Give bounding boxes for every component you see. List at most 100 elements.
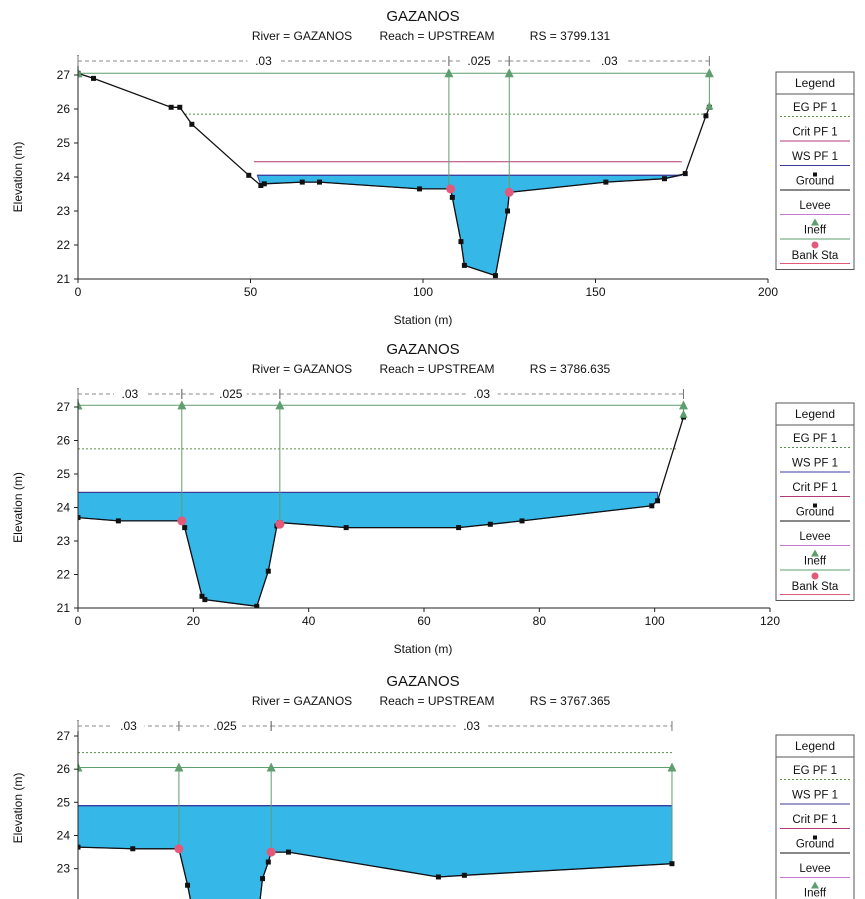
legend-label-eg: EG PF 1 — [793, 102, 837, 114]
legend-label-levee: Levee — [799, 531, 830, 543]
water-surface-fill — [78, 805, 673, 899]
ground-point — [449, 194, 455, 200]
legend-bank-marker — [811, 572, 819, 580]
ground-point — [261, 181, 267, 187]
bank-station-marker — [504, 187, 514, 197]
x-tick-label: 0 — [75, 614, 82, 628]
ground-point — [189, 121, 195, 127]
legend-label-ground: Ground — [796, 176, 834, 188]
ineff-marker — [275, 400, 285, 410]
x-tick-label: 150 — [585, 285, 605, 299]
y-tick-label: 24 — [57, 170, 71, 184]
levee-marker — [705, 101, 714, 110]
bank-station-marker — [177, 516, 187, 526]
y-tick-label: 27 — [57, 400, 71, 414]
ground-point — [655, 498, 661, 504]
legend-ground-marker — [813, 835, 817, 840]
legend-title: Legend — [795, 76, 835, 90]
y-axis-label: Elevation (m) — [11, 142, 25, 213]
ground-point — [682, 171, 688, 177]
subtitle-reach: Reach = UPSTREAM — [379, 362, 494, 376]
plot-area — [78, 68, 714, 279]
mannings-label: .025 — [467, 54, 491, 68]
y-axis-label: Elevation (m) — [11, 773, 25, 844]
y-tick-label: 25 — [57, 467, 71, 481]
levee-marker — [679, 409, 688, 418]
ineff-marker — [177, 400, 187, 410]
legend-label-eg: EG PF 1 — [793, 765, 837, 777]
plot-area — [78, 400, 688, 608]
y-tick-label: 22 — [57, 238, 71, 252]
y-tick-label: 26 — [57, 102, 71, 116]
x-tick-label: 0 — [75, 285, 82, 299]
mannings-label: .03 — [122, 387, 139, 401]
legend-label-ws: WS PF 1 — [792, 458, 838, 470]
subtitle-reach: Reach = UPSTREAM — [379, 29, 494, 43]
legend-title: Legend — [795, 407, 835, 421]
ground-point — [417, 186, 423, 192]
ground-point — [435, 874, 441, 880]
ground-point — [115, 518, 121, 524]
ineff-marker — [266, 762, 276, 772]
water-surface-fill — [256, 174, 682, 277]
ground-point — [519, 518, 525, 524]
y-tick-label: 21 — [57, 601, 71, 615]
ground-point — [458, 239, 464, 245]
ground-point — [168, 104, 174, 110]
chart-panel-1: GAZANOS River = GAZANOS Reach = UPSTREAM RS… — [11, 8, 855, 327]
plot-area — [78, 752, 677, 899]
levee-marker — [78, 763, 82, 772]
y-tick-label: 23 — [57, 534, 71, 548]
subtitle-river: River = GAZANOS — [252, 694, 352, 708]
mannings-label: .03 — [463, 719, 480, 733]
ground-point — [78, 844, 81, 850]
y-tick-label: 27 — [57, 68, 71, 82]
ground-point — [649, 503, 655, 509]
legend-label-ground: Ground — [796, 507, 834, 519]
y-tick-label: 24 — [57, 829, 71, 843]
ground-point — [91, 75, 97, 81]
subtitle-rs: RS = 3786.635 — [530, 362, 611, 376]
x-tick-label: 40 — [302, 614, 316, 628]
legend-label-ineff: Ineff — [804, 225, 827, 237]
mannings-label: .03 — [601, 54, 618, 68]
ground-point — [317, 179, 322, 185]
y-axis-label: Elevation (m) — [11, 472, 25, 543]
x-tick-label: 60 — [417, 614, 431, 628]
y-tick-label: 26 — [57, 762, 71, 776]
ground-point — [603, 179, 609, 185]
ineff-marker — [504, 68, 514, 78]
mannings-label: .025 — [219, 387, 243, 401]
ground-point — [492, 273, 498, 279]
legend-bank-marker — [811, 241, 819, 249]
ground-point — [246, 172, 252, 178]
ground-point — [265, 568, 271, 574]
subtitle-reach: Reach = UPSTREAM — [379, 694, 494, 708]
legend-label-ineff: Ineff — [804, 888, 827, 899]
levee-marker — [78, 401, 82, 410]
x-tick-label: 120 — [760, 614, 780, 628]
legend-box — [775, 734, 855, 899]
levee-marker — [667, 763, 676, 772]
x-tick-label: 80 — [533, 614, 547, 628]
y-tick-label: 27 — [57, 729, 71, 743]
y-tick-label: 23 — [57, 204, 71, 218]
legend-ground-marker — [813, 172, 817, 177]
mannings-label: .03 — [120, 719, 137, 733]
ineff-marker — [444, 68, 454, 78]
legend-label-ws: WS PF 1 — [792, 790, 838, 802]
ineff-marker — [679, 400, 688, 410]
bank-station-marker — [174, 844, 184, 854]
ground-point — [299, 179, 305, 185]
y-tick-label: 24 — [57, 501, 71, 515]
legend-ineff-marker — [811, 549, 819, 557]
legend-label-eg: EG PF 1 — [793, 433, 837, 445]
mannings-label: .025 — [213, 719, 237, 733]
y-tick-label: 25 — [57, 795, 71, 809]
chart-title: GAZANOS — [386, 341, 459, 358]
x-tick-label: 100 — [645, 614, 665, 628]
ground-point — [703, 113, 709, 119]
ground-point — [260, 876, 266, 882]
ground-point — [461, 262, 467, 268]
subtitle-rs: RS = 3799.131 — [530, 29, 611, 43]
